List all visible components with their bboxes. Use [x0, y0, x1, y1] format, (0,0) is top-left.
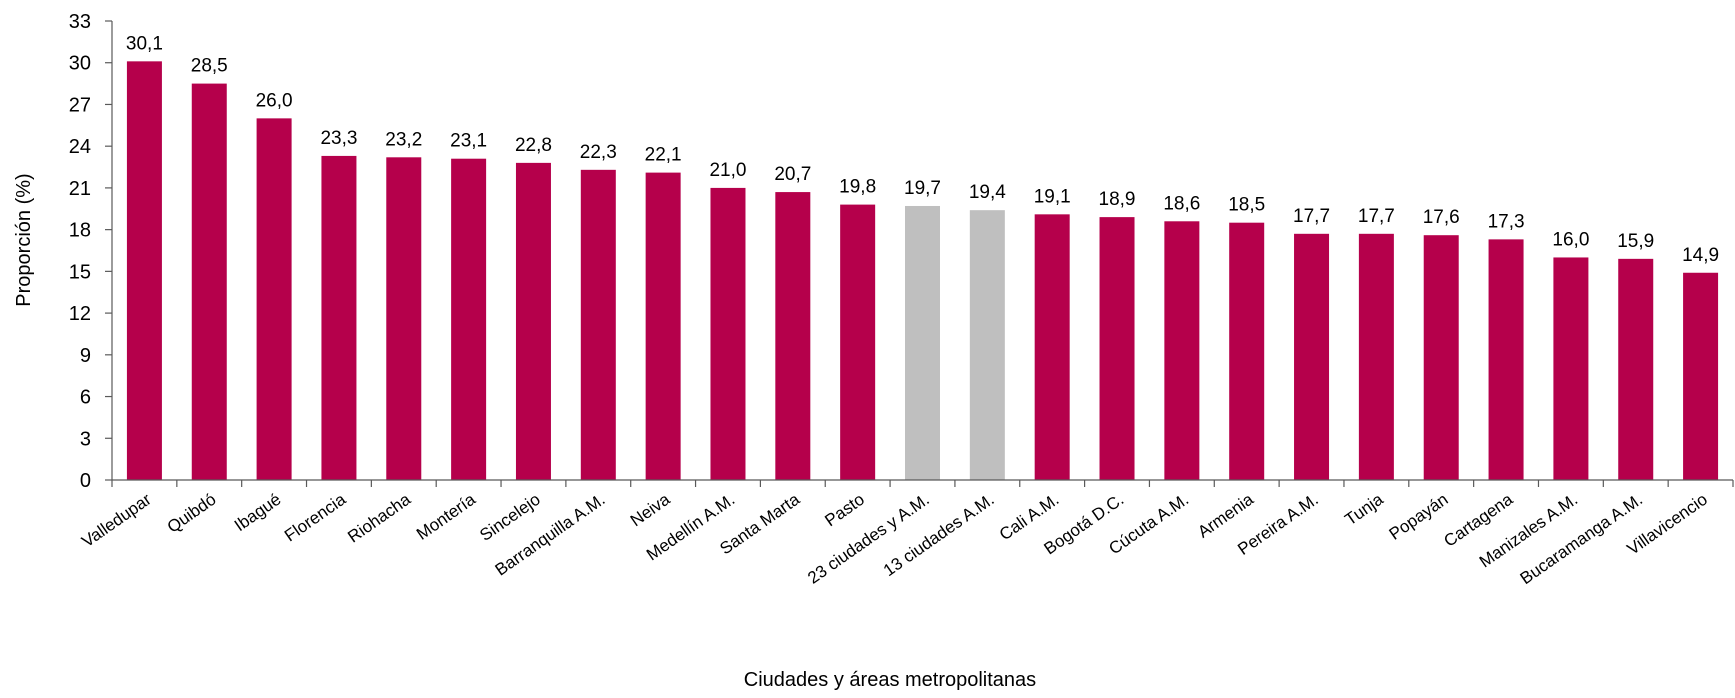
y-tick-label: 24 — [69, 136, 91, 158]
value-label: 28,5 — [191, 56, 228, 77]
bar-neiva — [645, 172, 681, 481]
value-label: 18,5 — [1228, 195, 1265, 216]
bar-cartagena — [1488, 239, 1524, 480]
bar-sincelejo — [515, 162, 551, 480]
bar-santa-marta — [775, 192, 811, 480]
value-label: 23,1 — [450, 131, 487, 152]
value-label: 23,2 — [385, 129, 422, 150]
value-label: 19,4 — [969, 182, 1006, 203]
bar-medellín-a-m- — [710, 187, 746, 480]
bar-montería — [451, 158, 487, 480]
y-tick-label: 30 — [69, 53, 91, 75]
value-label: 20,7 — [774, 164, 811, 185]
value-label: 21,0 — [709, 160, 746, 181]
y-tick-label: 9 — [80, 345, 91, 367]
value-label: 18,9 — [1099, 189, 1136, 210]
y-tick-label: 12 — [69, 303, 91, 325]
value-label: 23,3 — [320, 128, 357, 149]
value-label: 16,0 — [1552, 229, 1589, 250]
value-label: 30,1 — [126, 33, 163, 54]
bars-layer — [126, 61, 1719, 481]
bar-bogotá-d-c- — [1099, 217, 1135, 481]
value-label: 22,3 — [580, 142, 617, 163]
bar-tunja — [1358, 233, 1394, 480]
category-label: Montería — [413, 489, 479, 543]
category-label: Bucaramanga A.M. — [1517, 490, 1646, 588]
category-label: Neiva — [627, 489, 674, 530]
bar-cúcuta-a-m- — [1164, 221, 1200, 481]
value-label: 22,1 — [645, 145, 682, 166]
bar-pasto — [840, 204, 876, 480]
value-label: 15,9 — [1617, 231, 1654, 252]
category-label: 23 ciudades y A.M. — [804, 490, 933, 588]
bar-cali-a-m- — [1034, 214, 1070, 480]
y-tick-label: 18 — [69, 220, 91, 242]
bar-barranquilla-a-m- — [580, 169, 616, 480]
value-label: 19,7 — [904, 178, 941, 199]
bar-manizales-a-m- — [1553, 257, 1589, 480]
category-label: Pasto — [821, 490, 868, 531]
value-label: 22,8 — [515, 135, 552, 156]
category-label: Valledupar — [78, 490, 155, 552]
value-label: 17,7 — [1293, 206, 1330, 227]
category-label: Florencia — [281, 489, 350, 545]
y-tick-label: 0 — [80, 470, 91, 492]
category-label: Quibdó — [164, 490, 220, 537]
bar-villavicencio — [1683, 272, 1719, 480]
bar-23-ciudades-y-a-m- — [905, 205, 940, 480]
y-tick-label: 15 — [69, 261, 91, 283]
category-label: Ibagué — [231, 490, 284, 535]
value-label: 19,8 — [839, 177, 876, 198]
bar-quibdó — [191, 83, 227, 480]
category-label: 13 ciudades A.M. — [880, 490, 998, 580]
bar-ibagué — [256, 118, 292, 480]
value-label: 17,3 — [1488, 211, 1525, 232]
bar-valledupar — [126, 61, 162, 480]
category-label: Riohacha — [344, 489, 414, 546]
axes-layer: 0 3 6 9 12 15 18 21 24 27 30 33 — [69, 11, 1734, 492]
bar-bucaramanga-a-m- — [1618, 258, 1654, 480]
x-axis-title: Ciudades y áreas metropolitanas — [744, 669, 1036, 691]
y-tick-label: 3 — [80, 428, 91, 450]
y-tick-label: 27 — [69, 94, 91, 116]
y-tick-label: 6 — [80, 387, 91, 409]
bar-popayán — [1423, 235, 1459, 480]
y-axis-title: Proporción (%) — [13, 173, 35, 306]
bar-riohacha — [386, 157, 422, 481]
bar-13-ciudades-a-m- — [969, 210, 1005, 480]
category-label: Barranquilla A.M. — [492, 490, 609, 580]
value-label: 14,9 — [1682, 245, 1719, 266]
y-tick-label: 33 — [69, 11, 91, 33]
value-label: 17,7 — [1358, 206, 1395, 227]
bar-pereira-a-m- — [1294, 233, 1330, 480]
value-label: 19,1 — [1034, 186, 1071, 207]
value-label: 26,0 — [256, 90, 293, 111]
y-tick-label: 21 — [69, 178, 91, 200]
value-label: 18,6 — [1163, 193, 1200, 214]
bar-florencia — [321, 155, 357, 480]
value-label: 17,6 — [1423, 207, 1460, 228]
category-label: Tunja — [1341, 489, 1387, 529]
bar-armenia — [1229, 222, 1265, 480]
